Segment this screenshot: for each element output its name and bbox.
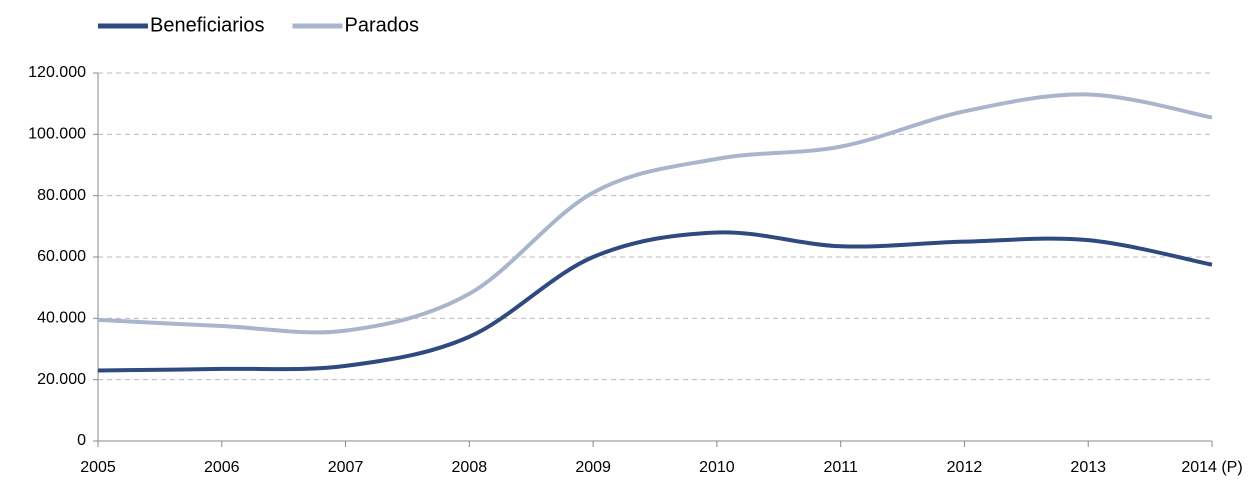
x-tick-label: 2014 (P) xyxy=(1181,459,1242,476)
x-tick-label: 2007 xyxy=(328,459,364,476)
y-tick-label: 80.000 xyxy=(37,187,86,204)
x-tick-label: 2006 xyxy=(204,459,240,476)
y-tick-label: 0 xyxy=(77,432,86,449)
series-line xyxy=(97,230,1213,373)
x-tick-label: 2011 xyxy=(823,459,858,476)
x-tick-label: 2013 xyxy=(1070,459,1106,476)
y-tick-label: 100.000 xyxy=(28,126,86,143)
y-tick-label: 60.000 xyxy=(37,248,86,265)
x-tick-label: 2005 xyxy=(80,459,116,476)
x-tick-label: 2009 xyxy=(575,459,611,476)
legend-label: Parados xyxy=(345,14,420,36)
legend-label: Beneficiarios xyxy=(150,14,265,36)
x-tick-label: 2010 xyxy=(699,459,735,476)
x-tick-label: 2012 xyxy=(947,459,983,476)
y-tick-label: 40.000 xyxy=(37,310,86,327)
y-tick-label: 20.000 xyxy=(37,371,86,388)
series-line xyxy=(97,92,1213,335)
x-tick-label: 2008 xyxy=(452,459,488,476)
y-tick-label: 120.000 xyxy=(28,64,86,81)
